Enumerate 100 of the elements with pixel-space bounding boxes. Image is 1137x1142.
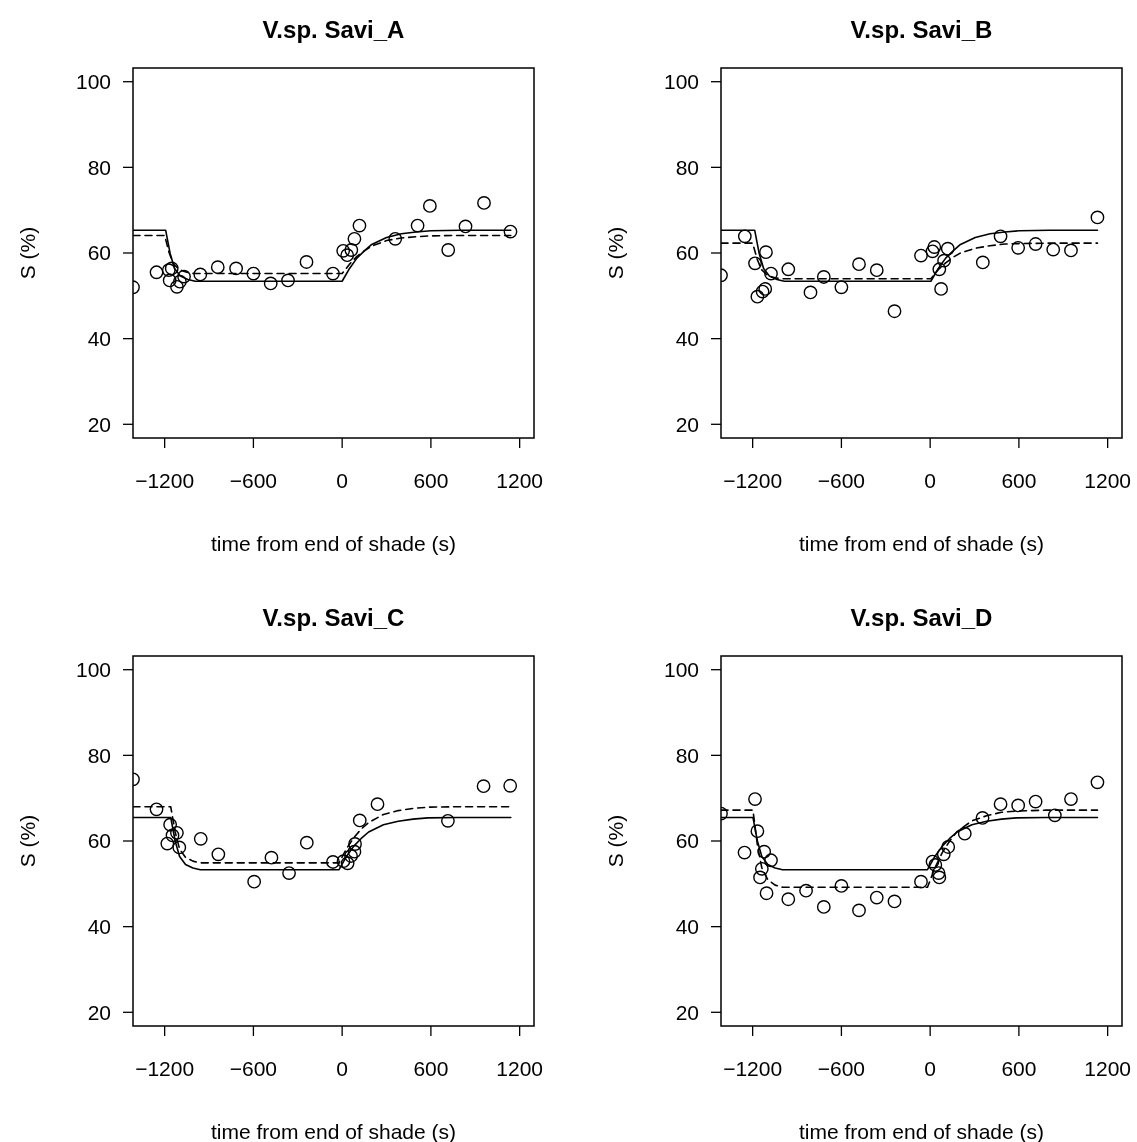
point xyxy=(476,779,491,794)
point xyxy=(932,870,947,885)
point xyxy=(927,240,942,254)
point xyxy=(759,245,773,260)
point xyxy=(299,255,314,269)
point xyxy=(975,255,990,270)
point xyxy=(282,866,296,881)
point xyxy=(975,810,990,825)
point xyxy=(264,850,279,865)
point xyxy=(160,836,175,851)
point xyxy=(737,229,752,244)
x-axis-title: time from end of shade (s) xyxy=(210,532,457,555)
point xyxy=(748,256,762,271)
point xyxy=(993,229,1008,244)
point xyxy=(803,285,818,300)
x-tick-label: 600 xyxy=(413,1057,449,1080)
y-tick-label: 100 xyxy=(75,658,111,682)
point xyxy=(172,274,187,289)
point xyxy=(750,289,765,304)
point xyxy=(781,892,796,907)
point xyxy=(177,269,191,284)
chart-title: V.sp. Savi_B xyxy=(850,16,993,43)
x-tick-label: 1200 xyxy=(1084,1057,1132,1080)
point xyxy=(799,883,813,898)
point xyxy=(503,778,518,793)
x-tick-label: 600 xyxy=(1001,1057,1037,1080)
point xyxy=(336,854,351,869)
y-tick-label: 20 xyxy=(87,412,111,436)
point xyxy=(1011,798,1026,813)
point xyxy=(1046,242,1061,257)
point xyxy=(1028,237,1043,251)
y-tick-label: 40 xyxy=(675,915,699,938)
point xyxy=(1028,794,1043,809)
point xyxy=(759,886,774,901)
point xyxy=(1090,775,1105,790)
y-tick-label: 40 xyxy=(87,327,111,350)
y-tick-label: 80 xyxy=(675,743,699,767)
point xyxy=(370,797,385,812)
point xyxy=(344,243,359,257)
point xyxy=(1090,210,1105,225)
point xyxy=(940,241,955,256)
point xyxy=(347,231,362,246)
x-tick-label: 600 xyxy=(1001,469,1037,492)
y-axis-title: S (%) xyxy=(16,814,39,868)
y-tick-label: 100 xyxy=(663,70,699,94)
y-axis-title: S (%) xyxy=(16,226,39,280)
point xyxy=(1047,808,1062,823)
point xyxy=(1064,792,1078,806)
point xyxy=(410,218,425,233)
point xyxy=(458,219,473,234)
x-tick-label: 0 xyxy=(336,469,348,492)
point xyxy=(928,858,943,872)
point xyxy=(750,824,765,839)
x-tick-label: −600 xyxy=(817,1057,866,1080)
point xyxy=(941,840,956,854)
point xyxy=(441,243,456,257)
x-tick-label: 0 xyxy=(924,1057,936,1080)
y-tick-label: 80 xyxy=(87,155,111,179)
point xyxy=(229,261,243,276)
point xyxy=(753,870,767,885)
point xyxy=(348,837,362,851)
point xyxy=(764,853,778,868)
point xyxy=(993,797,1008,812)
point xyxy=(934,282,948,296)
point xyxy=(931,866,946,881)
point xyxy=(1064,243,1078,258)
point xyxy=(834,879,849,893)
point xyxy=(937,253,951,268)
y-tick-label: 80 xyxy=(675,155,699,179)
point xyxy=(869,890,884,905)
x-tick-label: 1200 xyxy=(1084,469,1132,492)
point xyxy=(170,825,184,840)
point xyxy=(165,828,180,843)
x-tick-label: 1200 xyxy=(496,469,544,492)
point xyxy=(914,248,928,263)
point xyxy=(281,273,295,288)
point xyxy=(340,248,355,263)
point xyxy=(246,266,261,281)
point xyxy=(503,224,518,239)
point xyxy=(781,262,796,277)
y-tick-label: 100 xyxy=(75,70,111,94)
point xyxy=(149,265,164,280)
y-tick-label: 60 xyxy=(675,241,699,265)
point xyxy=(193,831,208,846)
point xyxy=(816,900,831,914)
chart-title: V.sp. Savi_D xyxy=(850,604,993,631)
point xyxy=(852,257,866,272)
point xyxy=(957,826,972,841)
point xyxy=(477,196,491,210)
x-tick-label: −600 xyxy=(817,469,866,492)
point xyxy=(211,847,226,862)
point xyxy=(193,267,208,282)
point xyxy=(925,854,940,869)
point xyxy=(170,279,184,294)
x-tick-label: −1200 xyxy=(723,1057,783,1080)
y-tick-label: 20 xyxy=(675,1000,699,1024)
point xyxy=(1011,240,1026,255)
point xyxy=(336,243,351,258)
point xyxy=(925,244,940,259)
y-tick-label: 60 xyxy=(87,241,111,265)
